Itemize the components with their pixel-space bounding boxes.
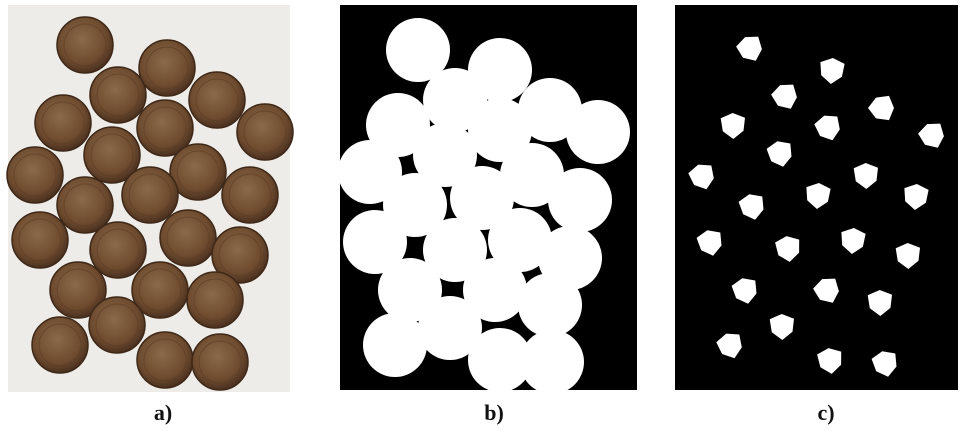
coin (222, 167, 278, 223)
mask-blob (363, 313, 427, 377)
panel-label: b) (484, 400, 504, 425)
coin (35, 95, 91, 151)
coin (192, 334, 248, 390)
coin (57, 17, 113, 73)
mask-blob (518, 273, 582, 337)
panel-label: c) (817, 400, 834, 425)
marker-panel (675, 5, 958, 390)
coin (139, 40, 195, 96)
coin (32, 317, 88, 373)
panel-label: a) (154, 400, 172, 425)
mask-panel (338, 5, 637, 394)
coin (12, 212, 68, 268)
figure: a) b) c) (0, 0, 963, 435)
coin (90, 222, 146, 278)
coin (187, 272, 243, 328)
coin (237, 104, 293, 160)
coin (89, 297, 145, 353)
coin (137, 332, 193, 388)
coin (122, 167, 178, 223)
coin (160, 210, 216, 266)
coin (90, 67, 146, 123)
mask-blob (520, 330, 584, 394)
coin (189, 72, 245, 128)
coin (7, 147, 63, 203)
mask-blob (566, 100, 630, 164)
photo-panel (7, 5, 293, 392)
mask-blob (548, 168, 612, 232)
